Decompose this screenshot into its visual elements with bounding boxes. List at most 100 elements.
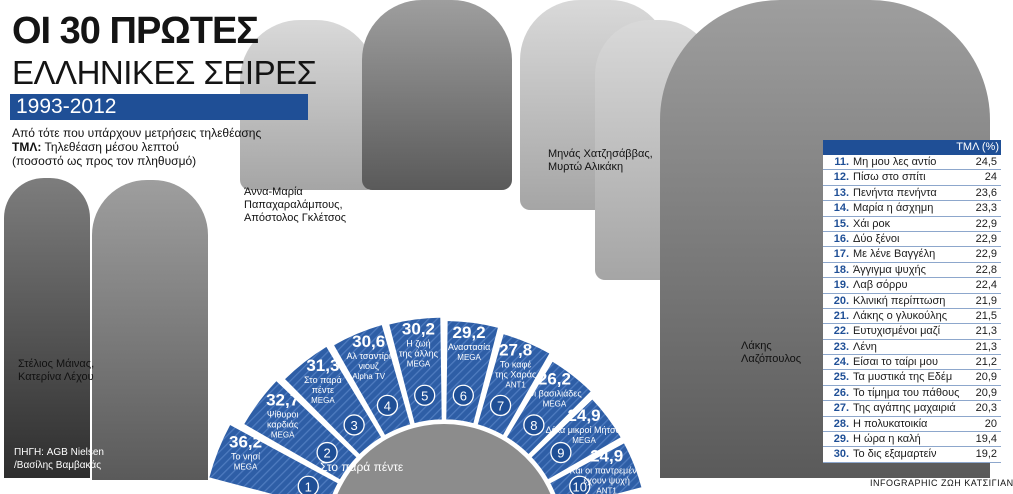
channel-label: MEGA <box>271 430 295 439</box>
value-label: 31,3 <box>306 356 339 375</box>
table-row: 27. Της αγάπης μαχαιριά 20,3 <box>823 401 1001 417</box>
rank-circle-7 <box>489 394 512 417</box>
caption-center-line1: Άννα-Μαρία <box>244 186 303 198</box>
caption-right-line2: Λαζόπουλος <box>741 353 802 365</box>
table-series-name: Πενήντα πενήντα <box>853 186 937 199</box>
table-series-name: Λαβ σόρρυ <box>853 279 908 292</box>
description-tml-text: Τηλεθέαση μέσου λεπτού <box>41 140 179 154</box>
table-series-name: Πίσω στο σπίτι <box>853 171 926 184</box>
table-row: 30. Το δις εξαμαρτείν 19,2 <box>823 447 1001 463</box>
table-row: 22. Ευτυχισμένοι μαζί 21,3 <box>823 324 1001 340</box>
table-series-name: Κλινική περίπτωση <box>853 294 946 307</box>
series-label: νιουζ <box>358 361 378 371</box>
table-rank: 23. <box>833 340 849 353</box>
value-label: 36,2 <box>229 432 262 451</box>
page-title: ΟΙ 30 ΠΡΩΤΕΣ <box>12 10 259 52</box>
table-value: 22,9 <box>975 232 997 245</box>
table-rank: 21. <box>833 309 849 322</box>
table-value: 20,3 <box>975 402 997 415</box>
rank-label: 5 <box>421 388 428 403</box>
table-series-name: Τα μυστικά της Εδέμ <box>853 371 953 384</box>
rank-circle-8 <box>523 414 545 436</box>
channel-label: MEGA <box>311 396 335 405</box>
table-series-name: Της αγάπης μαχαιριά <box>853 402 956 415</box>
table-value: 19,4 <box>975 433 997 446</box>
table-value: 21,3 <box>975 325 997 338</box>
table-row: 26. Το τίμημα του πάθους 20,9 <box>823 385 1001 402</box>
value-label: 24,9 <box>568 406 601 425</box>
photo-katerina-lechou <box>92 180 208 480</box>
value-label: 26,2 <box>538 370 571 389</box>
table-rank: 17. <box>833 248 849 261</box>
table-series-name: Άγγιγμα ψυχής <box>853 263 926 276</box>
caption-top-right-line1: Μηνάς Χατζησάββας, <box>548 148 653 160</box>
table-row: 16. Δύο ξένοι 22,9 <box>823 231 1001 248</box>
rank-circle-9 <box>550 441 572 464</box>
rank-label: 3 <box>350 418 357 433</box>
series-label: Το καφέ <box>500 360 531 370</box>
table-series-name: Χάι ροκ <box>853 217 891 230</box>
description-line1: Από τότε που υπάρχουν μετρήσεις τηλεθέασ… <box>12 126 262 140</box>
channel-label: MEGA <box>572 436 596 445</box>
table-value: 23,3 <box>975 202 997 215</box>
cast-photo <box>330 423 558 494</box>
table-rank: 28. <box>833 417 849 430</box>
table-value: 20 <box>984 417 997 430</box>
caption-right: Λάκης Λαζόπουλος <box>741 340 801 366</box>
rank-circle-5 <box>414 384 436 406</box>
table-value: 20,9 <box>975 386 997 399</box>
channel-label: ANT1 <box>505 381 526 390</box>
value-label: 27,8 <box>499 341 532 360</box>
caption-right-line1: Λάκης <box>741 340 772 352</box>
value-label: 29,2 <box>453 323 486 342</box>
series-label: καρδιάς <box>267 419 299 429</box>
table-row: 12. Πίσω στο σπίτι 24 <box>823 170 1001 186</box>
rank-circle-3 <box>343 414 365 436</box>
table-rank: 29. <box>833 433 849 446</box>
table-row: 13. Πενήντα πενήντα 23,6 <box>823 185 1001 202</box>
table-value: 24,5 <box>975 156 997 168</box>
table-row: 28. Η πολυκατοικία 20 <box>823 416 1001 433</box>
table-row: 18. Άγγιγμα ψυχής 22,8 <box>823 262 1001 279</box>
table-value: 21,3 <box>975 340 997 353</box>
table-value: 21,2 <box>975 356 997 369</box>
series-label: πέντε <box>312 385 334 395</box>
table-rank: 12. <box>833 171 849 184</box>
rank-label: 1 <box>305 479 312 494</box>
table-rank: 30. <box>833 448 849 461</box>
table-row: 20. Κλινική περίπτωση 21,9 <box>823 293 1001 309</box>
series-label: Οι βασιλιάδες <box>527 389 582 399</box>
table-row: 23. Λένη 21,3 <box>823 339 1001 356</box>
channel-label: MEGA <box>543 400 567 409</box>
value-label: 24,9 <box>590 447 623 466</box>
source-line1: ΠΗΓΗ: AGB Nielsen <box>14 447 104 458</box>
photo-apostolos-gkletsos <box>362 0 512 190</box>
caption-left: Στέλιος Μάινας, Κατερίνα Λέχου <box>18 358 94 384</box>
channel-label: Alpha TV <box>352 372 385 381</box>
description-line3: (ποσοστό ως προς τον πληθυσμό) <box>12 154 197 168</box>
table-value: 24 <box>984 171 997 184</box>
rank-circle-6 <box>452 384 474 406</box>
table-series-name: Με λένε Βαγγέλη <box>853 248 936 261</box>
table-rank: 20. <box>833 294 849 307</box>
caption-bottom-center: Στο παρά πέντε <box>320 460 404 474</box>
table-row: 15. Χάι ροκ 22,9 <box>823 216 1001 232</box>
table-series-name: Το δις εξαμαρτείν <box>853 448 937 461</box>
table-series-name: Λένη <box>853 340 877 353</box>
channel-label: MEGA <box>407 360 431 369</box>
series-label: Στο παρά <box>304 375 342 385</box>
caption-top-right-line2: Μυρτώ Αλικάκη <box>548 161 624 173</box>
series-label: έχουν ψυχή <box>583 476 630 486</box>
table-rank: 16. <box>833 232 849 245</box>
table-rank: 19. <box>833 279 849 292</box>
series-label: Αλ τσαντίρι <box>347 351 391 361</box>
chart-hub <box>330 423 558 494</box>
ranking-table: ΤΜΛ (%) 11. Μη μου λες αντίο 24,5 12. Πίσω σ… <box>823 140 1001 463</box>
series-label: Το νησί <box>231 451 260 461</box>
caption-center-line2: Παπαχαραλάμπους, <box>244 199 343 211</box>
table-rank: 18. <box>833 263 849 276</box>
source-line2: /Βασίλης Βαμβακάς <box>14 460 102 471</box>
rank-circle-2 <box>316 441 338 464</box>
description-tml-label: ΤΜΛ: <box>12 140 42 154</box>
table-row: 25. Τα μυστικά της Εδέμ 20,9 <box>823 370 1001 386</box>
